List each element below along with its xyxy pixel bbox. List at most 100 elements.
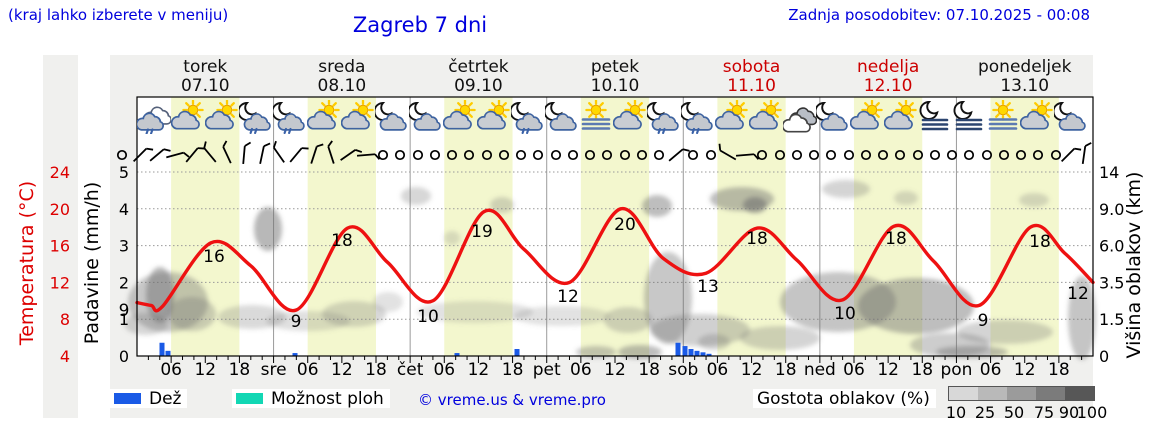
temperature-value-label: 12 [1067,284,1089,304]
day-name: nedelja [856,57,920,77]
x-midnight-label: ned [804,360,836,380]
temperature-value-label: 18 [1029,232,1051,252]
cloud-cover-blob [698,334,730,350]
wind-barb-icon [1081,142,1092,165]
figure-background-left [43,55,78,418]
temperature-value-label: 9 [978,311,989,331]
day-date: 08.10 [317,76,367,96]
rain-bar [688,349,694,356]
temp-tick-label: 16 [50,237,70,256]
cloud-cover-blob [124,313,168,335]
wind-barb-icon [149,148,171,162]
day-header: petek 10.10 [545,58,685,96]
precip-tick-label: 3 [119,237,129,256]
wind-barb-icon [222,140,232,164]
wind-calm-icon [808,149,820,161]
day-header: sobota 11.10 [682,58,822,96]
cloud-tick-label: 14 [1099,163,1119,182]
wind-barb-icon [242,141,252,165]
rain-bar [675,342,681,356]
wind-calm-icon [877,149,889,161]
x-midnight-label: pon [940,360,972,380]
precip-tick-label: 0 [119,347,129,366]
x-midnight-label: sre [261,360,287,380]
cloud-cover-blob [401,187,431,205]
temperature-value-label: 18 [885,229,907,249]
daylight-band [990,97,1059,356]
x-tick-label: 06 [433,360,455,380]
temperature-value-label: 19 [471,222,493,242]
wind-calm-icon [860,149,872,161]
wind-barb-icon [259,142,271,164]
wind-barb-icon [203,141,217,163]
wind-calm-icon [463,149,475,161]
temperature-value-label: 10 [417,307,439,327]
cloud-cover-blob [936,346,1008,358]
showers-label: Možnost ploh [271,388,384,409]
wind-barb-icon [185,147,205,163]
rain-bar [700,352,706,356]
cloud-cover-blob [858,278,974,334]
wind-barb-icon [132,147,154,163]
wind-calm-icon [567,149,579,161]
cloud-tick-label: 3.5 [1099,273,1124,292]
density-tick-label: 90 [1058,403,1080,422]
rain-bar [706,353,712,356]
x-tick-label: 18 [911,360,933,380]
x-tick-label: 12 [877,360,899,380]
copyright-link[interactable]: © vreme.us & vreme.pro [418,391,606,409]
density-tick-label: 75 [1033,403,1055,422]
legend-density: Gostota oblakov (%) [753,388,936,409]
cloud-cover-blob [740,326,820,350]
cloud-cover-blob [576,346,616,358]
temperature-curve [135,207,1095,313]
cloud-cover-blob [322,301,386,327]
x-midnight-label: sob [668,360,698,380]
wind-calm-icon [653,149,665,161]
wind-barb-icon [272,140,285,163]
precip-tick-label: 5 [119,163,129,182]
menu-hint: (kraj lahko izberete v meniju) [8,6,229,24]
x-tick-label: 18 [502,360,524,380]
x-tick-label: 06 [297,360,319,380]
wind-barb-icon [356,153,381,160]
rain-bar [694,350,700,356]
density-swatch [949,387,978,400]
day-date: 11.10 [727,76,776,96]
day-date: 09.10 [454,76,503,96]
wind-barb-icon [340,148,363,161]
rain-bar [514,349,520,356]
x-tick-label: 18 [775,360,797,380]
cloud-cover-blob [1068,276,1096,360]
cloud-cover-blob [514,306,610,326]
wind-calm-icon [756,149,768,161]
wind-calm-icon [687,149,699,161]
legend-showers: Možnost ploh [232,388,390,409]
day-name: ponedeljek [977,57,1072,77]
x-midnight-label: pet [533,360,561,380]
cloud-cover-blob [822,180,870,198]
density-label: Gostota oblakov (%) [757,388,930,409]
x-tick-label: 12 [1014,360,1036,380]
last-update-label: Zadnja posodobitev: 07.10.2025 - 00:08 [788,6,1090,24]
cloud-cover-blob [254,207,282,251]
wind-calm-icon [825,149,837,161]
day-date: 13.10 [1000,76,1050,96]
density-tick-label: 50 [1003,403,1025,422]
wind-barb-icon [668,148,690,162]
wind-calm-icon [446,149,458,161]
wind-calm-icon [619,149,631,161]
density-swatch [1036,387,1065,400]
cloud-cover-blob [894,191,918,205]
x-tick-label: 06 [707,360,729,380]
cloud-cover-blob [1019,193,1049,207]
wind-barb-icon [718,143,737,161]
wind-calm-icon [894,149,906,161]
wind-barb-icon [310,143,324,164]
x-tick-label: 06 [160,360,182,380]
day-name: torek [183,57,228,77]
x-tick-label: 12 [468,360,490,380]
cloud-tick-label: 9.0 [1099,200,1124,219]
